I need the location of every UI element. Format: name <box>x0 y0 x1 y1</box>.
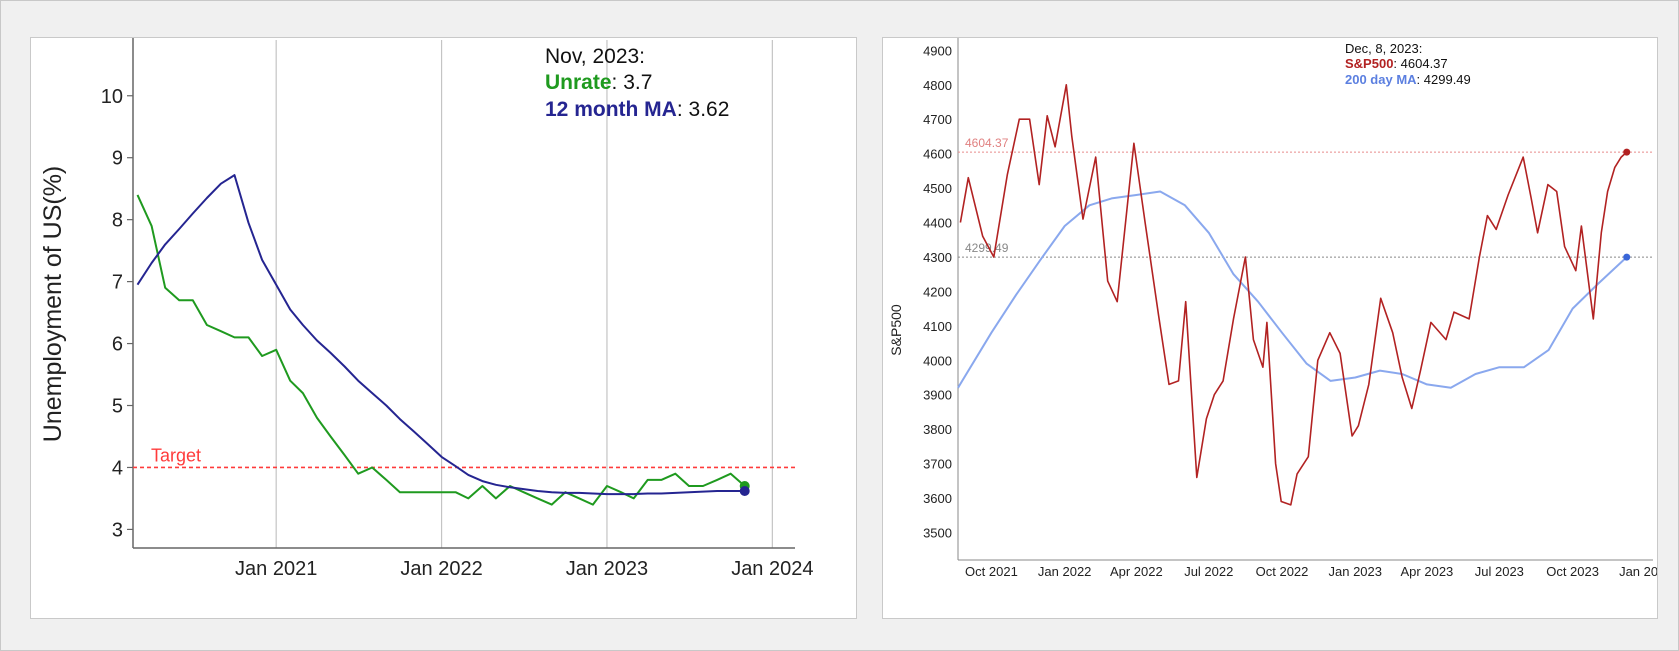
x-tick-label: Jul 2022 <box>1184 564 1233 579</box>
annotation-unrate-name: Unrate <box>545 71 612 94</box>
y-axis-label: S&P500 <box>888 304 904 356</box>
x-tick-label: Jan 2023 <box>566 558 648 580</box>
annotation-ma: 200 day MA: 4299.49 <box>1345 72 1471 87</box>
y-tick-label: 4800 <box>923 78 952 93</box>
annotation-sp500-name: S&P500 <box>1345 56 1393 71</box>
annotation-date: Nov, 2023: <box>545 45 645 68</box>
sp500-chart-panel: 3500 3600 3700 3800 3900 4000 4100 4200 4300 4400… <box>882 37 1658 619</box>
y-tick-label: 3600 <box>923 491 952 506</box>
moving-average-end-point <box>739 486 750 497</box>
x-tick-label: Oct 2022 <box>1256 564 1309 579</box>
annotation-ma-name: 12 month MA <box>545 98 677 121</box>
y-tick-label: 5 <box>112 396 123 418</box>
y-tick-label: 4000 <box>923 353 952 368</box>
x-tick-label: Apr 2022 <box>1110 564 1163 579</box>
moving-average-line <box>136 174 745 496</box>
annotation-date: Dec, 8, 2023: <box>1345 41 1422 56</box>
y-tick-label: 4400 <box>923 216 952 231</box>
y-tick-label: 8 <box>112 210 123 232</box>
moving-average-end-point <box>1623 253 1631 261</box>
x-tick-label: Jul 2023 <box>1475 564 1524 579</box>
x-tick-label: Jan 2022 <box>400 558 482 580</box>
x-tick-label: Oct 2021 <box>965 564 1018 579</box>
y-tick-label: 3500 <box>923 525 952 540</box>
y-tick-label: 4 <box>112 457 123 479</box>
y-tick-label: 3900 <box>923 388 952 403</box>
y-tick-label: 6 <box>112 334 123 356</box>
sp500-end-point <box>1623 148 1631 156</box>
annotation-unrate: Unrate: 3.7 <box>545 71 652 94</box>
sp500-chart: 3500 3600 3700 3800 3900 4000 4100 4200 4300 4400… <box>888 38 1658 579</box>
y-tick-label: 4600 <box>923 147 952 162</box>
x-tick-label: Jan 2021 <box>235 558 317 580</box>
current-price-line-label: 4604.37 <box>965 136 1009 150</box>
y-tick-label: 4300 <box>923 250 952 265</box>
y-tick-label: 3 <box>112 519 123 541</box>
annotation-ma-value: : 4299.49 <box>1417 72 1471 87</box>
x-tick-label: Jan 2022 <box>1038 564 1092 579</box>
y-tick-label: 9 <box>112 148 123 170</box>
y-tick-label: 4500 <box>923 181 952 196</box>
annotation-unrate-value: : 3.7 <box>612 71 653 94</box>
y-tick-label: 4100 <box>923 319 952 334</box>
annotation-ma-value: : 3.62 <box>677 98 730 121</box>
unemployment-chart: Jan 2021 Jan 2022 Jan 2023 Jan 2024 3 4 5 6 7 8 9 1… <box>39 38 813 580</box>
annotation-sp500-value: : 4604.37 <box>1393 56 1447 71</box>
annotation-sp500: S&P500: 4604.37 <box>1345 56 1448 71</box>
moving-average-line <box>957 190 1628 389</box>
y-tick-label: 3800 <box>923 422 952 437</box>
x-tick-label: Jan 2024 <box>731 558 813 580</box>
target-label: Target <box>151 445 201 465</box>
unrate-line <box>136 194 746 506</box>
x-tick-label: Oct 2023 <box>1546 564 1599 579</box>
current-ma-line-label: 4299.49 <box>965 241 1009 255</box>
y-tick-label: 4900 <box>923 43 952 58</box>
y-tick-label: 7 <box>112 272 123 294</box>
y-tick-label: 10 <box>101 86 123 108</box>
x-tick-label: Jan 2023 <box>1329 564 1383 579</box>
annotation-ma: 12 month MA: 3.62 <box>545 98 729 121</box>
y-tick-label: 3700 <box>923 457 952 472</box>
x-tick-label: Apr 2023 <box>1401 564 1454 579</box>
y-tick-label: 4200 <box>923 284 952 299</box>
x-tick-label: Jan 2024 <box>1619 564 1658 579</box>
annotation-ma-name: 200 day MA <box>1345 72 1417 87</box>
y-tick-label: 4700 <box>923 112 952 127</box>
unemployment-chart-panel: Jan 2021 Jan 2022 Jan 2023 Jan 2024 3 4 5 6 7 8 9 1… <box>30 37 857 619</box>
sp500-line <box>959 84 1628 506</box>
y-axis-label: Unemployment of US(%) <box>39 166 67 442</box>
